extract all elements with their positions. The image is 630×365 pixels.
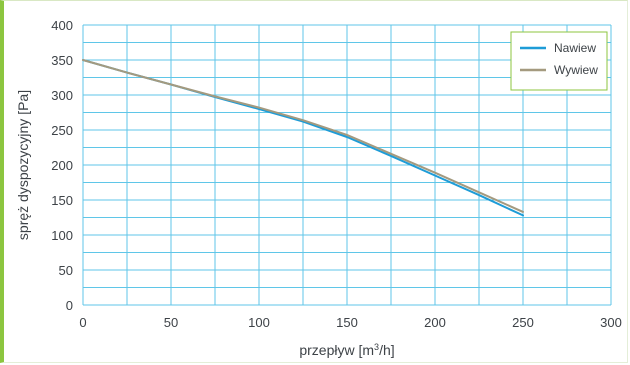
x-axis-title-superscript: 3 — [374, 342, 379, 352]
x-tick-label: 250 — [512, 315, 534, 330]
legend-label-nawiew: Nawiew — [554, 41, 596, 55]
x-tick-label: 300 — [600, 315, 622, 330]
y-tick-label: 200 — [51, 158, 73, 173]
y-tick-label: 100 — [51, 228, 73, 243]
y-tick-label: 150 — [51, 193, 73, 208]
y-tick-label: 300 — [51, 88, 73, 103]
legend-label-wywiew: Wywiew — [554, 63, 598, 77]
y-tick-label: 50 — [59, 263, 73, 278]
x-axis-title: przepływ [m3/h] — [299, 342, 394, 358]
y-tick-label: 250 — [51, 123, 73, 138]
legend-box — [510, 31, 608, 91]
x-tick-label: 200 — [424, 315, 446, 330]
x-axis-title-unit: /h] — [379, 342, 395, 358]
y-axis-title: spręż dyspozycyjny [Pa] — [15, 90, 31, 240]
x-tick-label: 100 — [248, 315, 270, 330]
y-axis-ticks: 0 50 100 150 200 250 300 350 400 — [51, 18, 73, 313]
x-tick-label: 150 — [336, 315, 358, 330]
legend: Nawiew Wywiew — [510, 31, 608, 91]
x-tick-label: 50 — [164, 315, 178, 330]
y-tick-label: 350 — [51, 53, 73, 68]
y-tick-label: 0 — [66, 298, 73, 313]
x-axis-title-main: przepływ [m — [299, 342, 374, 358]
y-tick-label: 400 — [51, 18, 73, 33]
x-axis-ticks: 0 50 100 150 200 250 300 — [79, 315, 621, 330]
x-tick-label: 0 — [79, 315, 86, 330]
series-line-wywiew — [82, 59, 524, 213]
series-lines — [82, 59, 524, 217]
